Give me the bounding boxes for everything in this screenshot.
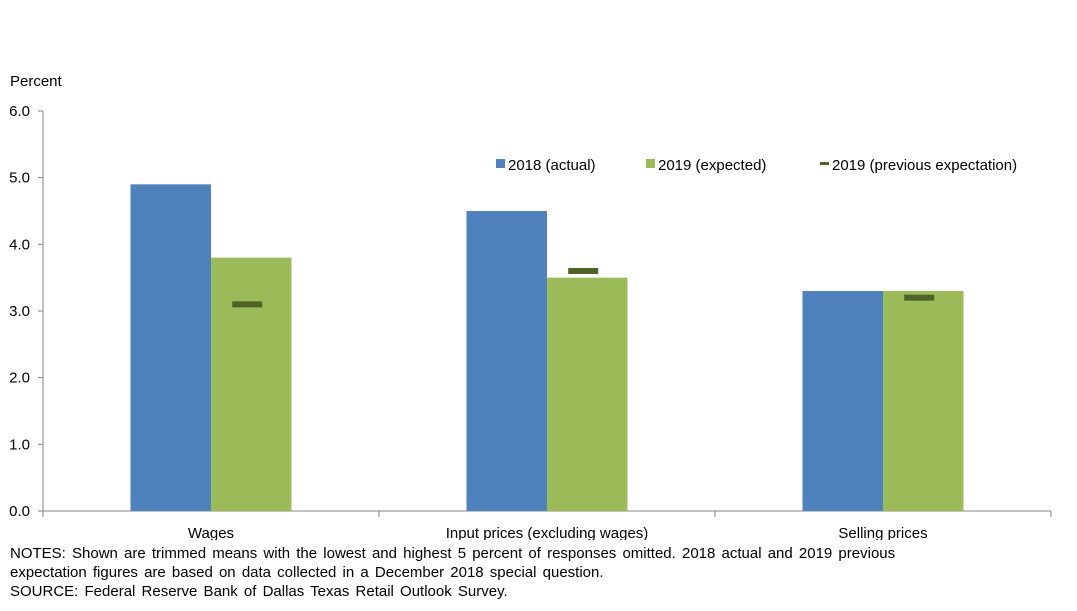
bar-chart: Percent 0.0 1.0 2.0 3.0 4.0 5.0 6.0 Wages Input… bbox=[9, 73, 1052, 540]
y-axis-label: Percent bbox=[10, 73, 63, 90]
y-tick-label: 3.0 bbox=[9, 303, 30, 320]
y-tick-label: 2.0 bbox=[9, 370, 30, 387]
notes-line-1: NOTES: Shown are trimmed means with the … bbox=[10, 545, 896, 562]
legend: 2018 (actual) 2019 (expected) 2019 (previo… bbox=[496, 157, 1017, 174]
x-tick-label: Wages bbox=[188, 525, 234, 540]
notes: NOTES: Shown are trimmed means with the … bbox=[10, 544, 1010, 601]
legend-swatch bbox=[496, 159, 505, 168]
bar bbox=[466, 211, 547, 511]
y-tick-label: 1.0 bbox=[9, 436, 30, 453]
x-tick-label: Selling prices bbox=[838, 525, 927, 540]
y-axis: 0.0 1.0 2.0 3.0 4.0 5.0 6.0 bbox=[9, 103, 44, 520]
y-tick-label: 6.0 bbox=[9, 103, 30, 120]
bars bbox=[130, 184, 964, 512]
source-line: SOURCE: Federal Reserve Bank of Dallas T… bbox=[10, 583, 508, 600]
marker bbox=[232, 301, 263, 308]
bar bbox=[211, 257, 292, 511]
legend-swatch bbox=[820, 162, 829, 165]
bar bbox=[883, 291, 964, 511]
y-tick-label: 4.0 bbox=[9, 236, 30, 253]
y-tick-label: 5.0 bbox=[9, 170, 30, 187]
y-tick-label: 0.0 bbox=[9, 503, 30, 520]
x-tick-label: Input prices (excluding wages) bbox=[446, 525, 649, 540]
bar bbox=[802, 291, 883, 511]
x-axis: Wages Input prices (excluding wages) Selli… bbox=[42, 510, 1052, 540]
bar bbox=[130, 184, 211, 512]
notes-line-2: expectation figures are based on data co… bbox=[10, 564, 604, 581]
marker bbox=[568, 268, 599, 274]
legend-label: 2019 (expected) bbox=[658, 157, 766, 174]
marker bbox=[904, 294, 935, 301]
legend-label: 2019 (previous expectation) bbox=[832, 157, 1017, 174]
legend-swatch bbox=[646, 159, 655, 168]
bar bbox=[547, 277, 628, 511]
legend-label: 2018 (actual) bbox=[508, 157, 596, 174]
